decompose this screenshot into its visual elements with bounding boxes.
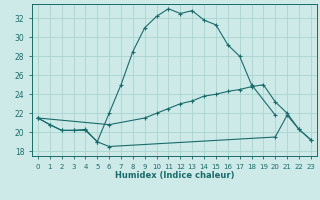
X-axis label: Humidex (Indice chaleur): Humidex (Indice chaleur) bbox=[115, 171, 234, 180]
